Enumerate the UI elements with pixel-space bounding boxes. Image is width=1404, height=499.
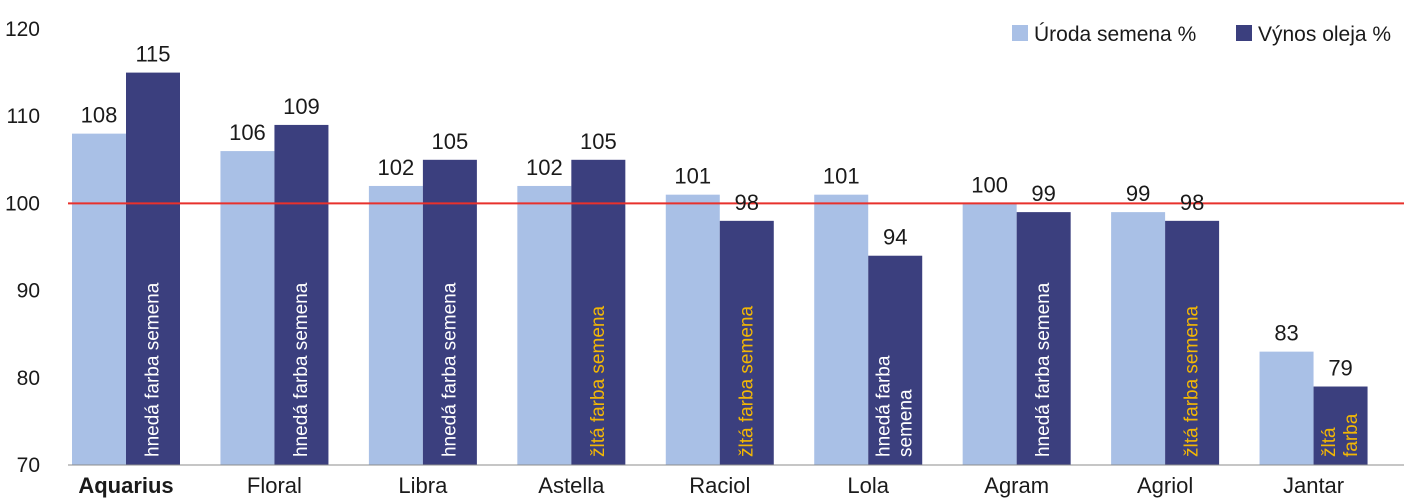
- bar-vynos: [274, 124, 329, 466]
- seed-color-annotation: hnedá farba: [874, 355, 895, 457]
- y-tick-label: 110: [7, 105, 40, 128]
- seed-color-annotation: hnedá farba semena: [439, 282, 460, 457]
- data-label: 98: [1180, 190, 1204, 215]
- data-label: 105: [580, 129, 617, 154]
- data-label: 101: [823, 164, 860, 189]
- y-tick-label: 120: [5, 18, 40, 41]
- legend-swatch: [1012, 25, 1028, 41]
- legend-swatch: [1236, 25, 1252, 41]
- seed-color-annotation: žltá farba semena: [1182, 306, 1203, 457]
- bar-vynos: [868, 255, 923, 465]
- bar-uroda: [962, 203, 1017, 465]
- data-label: 99: [1031, 181, 1055, 206]
- category-label: Lola: [847, 473, 889, 498]
- data-label: 99: [1126, 181, 1150, 206]
- y-tick-label: 80: [17, 367, 40, 390]
- seed-color-annotation: žltá farba semena: [588, 306, 609, 457]
- seed-color-annotation: hnedá farba semena: [143, 282, 164, 457]
- category-label: Agriol: [1137, 473, 1193, 498]
- legend-label: Úroda semena %: [1034, 23, 1196, 46]
- seed-color-annotation: semena: [896, 389, 917, 457]
- category-label: Agram: [984, 473, 1049, 498]
- seed-color-annotation: farba: [1341, 413, 1362, 457]
- data-label: 94: [883, 225, 907, 250]
- data-label: 83: [1274, 321, 1298, 346]
- bar-vynos: [126, 72, 180, 465]
- bar-uroda: [814, 194, 869, 465]
- bar-vynos: [1016, 212, 1071, 465]
- data-label: 79: [1328, 356, 1352, 381]
- data-label: 105: [432, 129, 469, 154]
- data-label: 108: [81, 103, 118, 128]
- category-label: Jantar: [1283, 473, 1344, 498]
- data-label: 100: [971, 172, 1008, 197]
- y-tick-label: 90: [17, 280, 40, 303]
- seed-color-annotation: žltá: [1319, 427, 1340, 457]
- data-label: 106: [229, 120, 266, 145]
- y-tick-label: 100: [5, 192, 40, 215]
- data-label: 115: [135, 42, 170, 67]
- data-label: 101: [674, 164, 711, 189]
- category-label: Floral: [247, 473, 302, 498]
- bar-uroda: [1111, 212, 1166, 465]
- data-label: 102: [378, 155, 415, 180]
- seed-color-annotation: hnedá farba semena: [1033, 282, 1054, 457]
- category-label: Astella: [538, 473, 605, 498]
- category-label: Raciol: [689, 473, 750, 498]
- bar-vynos: [719, 220, 774, 465]
- bar-uroda: [220, 151, 275, 465]
- bar-uroda: [72, 133, 126, 465]
- bar-vynos: [1313, 386, 1368, 465]
- bar-uroda: [665, 194, 720, 465]
- bar-vynos: [422, 159, 477, 466]
- bar-vynos: [571, 159, 626, 466]
- data-label: 109: [283, 94, 320, 119]
- data-label: 98: [735, 190, 759, 215]
- bar-vynos: [1165, 220, 1220, 465]
- data-label: 102: [526, 155, 563, 180]
- legend-label: Výnos oleja %: [1258, 23, 1391, 46]
- bar-uroda: [517, 185, 572, 465]
- seed-color-annotation: žltá farba semena: [736, 306, 757, 457]
- category-label: Libra: [398, 473, 448, 498]
- bar-uroda: [1259, 351, 1314, 465]
- bar-uroda: [368, 185, 423, 465]
- seed-color-annotation: hnedá farba semena: [291, 282, 312, 457]
- y-tick-label: 70: [17, 454, 40, 477]
- category-label: Aquarius: [78, 473, 173, 498]
